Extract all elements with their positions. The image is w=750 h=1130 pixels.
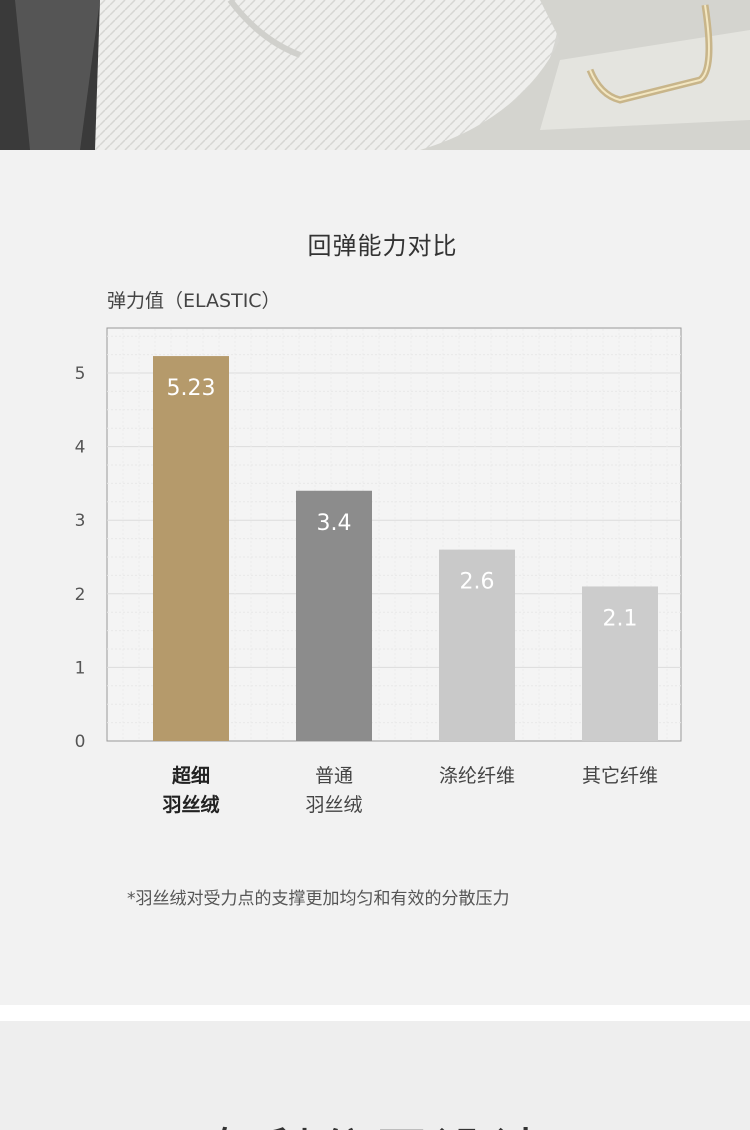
next-section: 专利分区设计 <box>0 1021 750 1130</box>
next-section-heading: 专利分区设计 <box>0 1111 750 1130</box>
bar-value-label: 2.6 <box>460 570 495 595</box>
y-tick-label: 1 <box>75 658 86 678</box>
category-label: 普通 <box>315 765 353 787</box>
bar <box>439 549 515 741</box>
y-tick-label: 3 <box>75 511 86 531</box>
bar-value-label: 3.4 <box>317 511 352 536</box>
category-label: 羽丝绒 <box>305 794 362 816</box>
y-tick-label: 4 <box>75 438 86 458</box>
pillow-photo-illustration <box>0 0 750 150</box>
y-tick-label: 2 <box>75 585 86 605</box>
category-label: 羽丝绒 <box>162 793 219 816</box>
bar <box>153 356 229 741</box>
bar <box>296 490 372 741</box>
footnote: *羽丝绒对受力点的支撑更加均匀和有效的分散压力 <box>127 889 510 909</box>
y-tick-label: 5 <box>75 364 86 384</box>
category-label: 涤纶纤维 <box>439 765 515 787</box>
bar-value-label: 5.23 <box>167 376 216 401</box>
bar-value-label: 2.1 <box>603 606 638 631</box>
category-label: 其它纤维 <box>582 765 658 787</box>
category-label: 超细 <box>171 764 210 787</box>
bar <box>582 586 658 741</box>
chart-title: 回弹能力对比 <box>307 232 458 260</box>
section-divider <box>0 1005 750 1021</box>
y-tick-label: 0 <box>75 732 86 752</box>
product-photo <box>0 0 750 150</box>
y-axis-label: 弹力值（ELASTIC） <box>107 290 281 312</box>
